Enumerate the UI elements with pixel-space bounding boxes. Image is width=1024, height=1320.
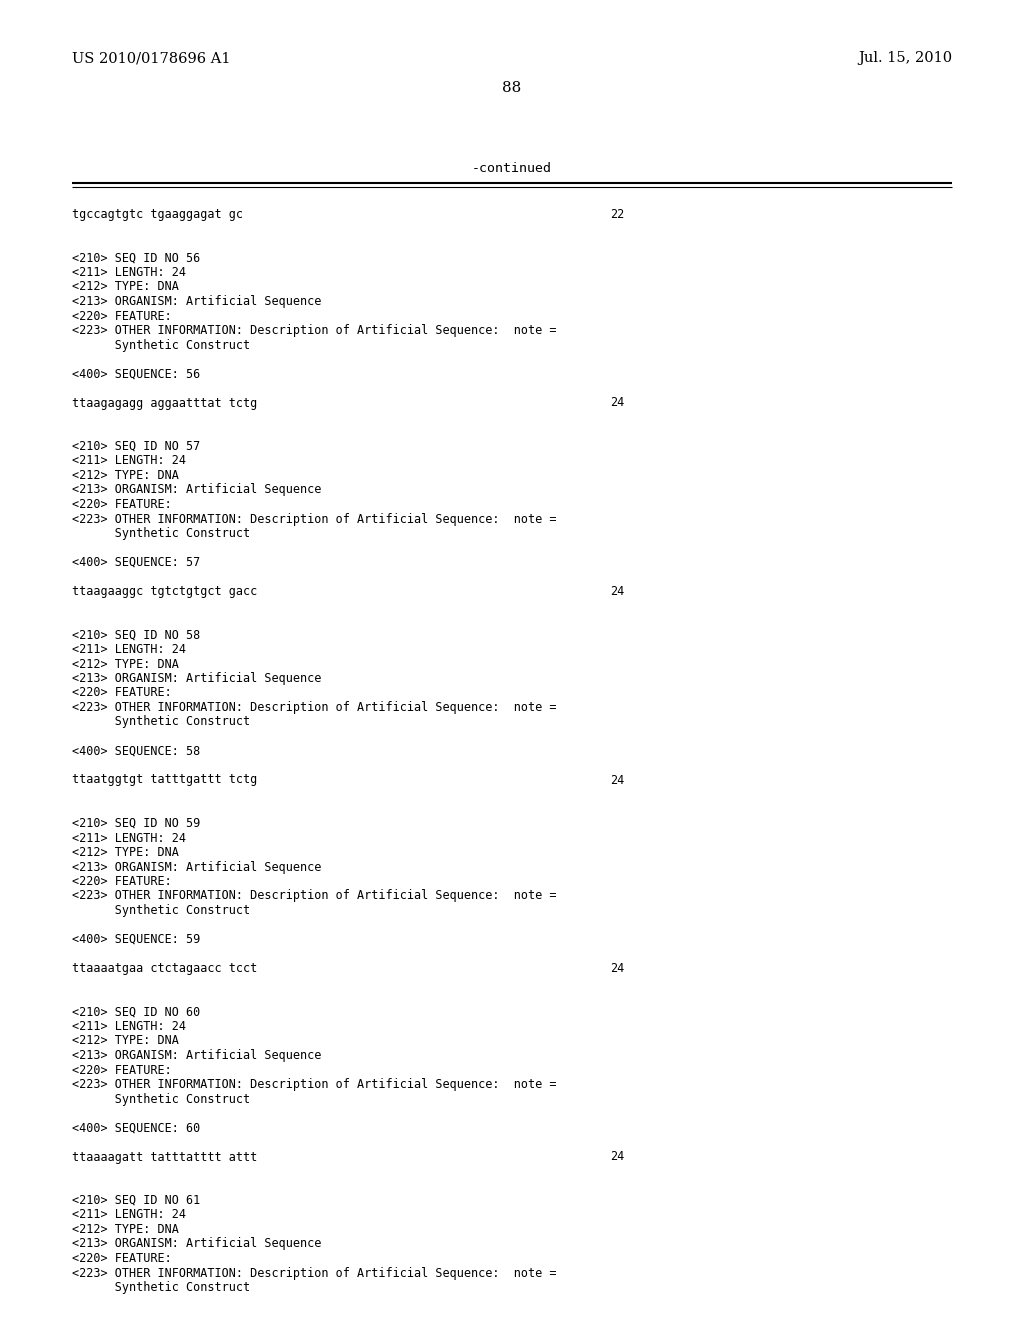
Text: 22: 22 xyxy=(610,209,625,220)
Text: <220> FEATURE:: <220> FEATURE: xyxy=(72,1251,172,1265)
Text: <223> OTHER INFORMATION: Description of Artificial Sequence:  note =: <223> OTHER INFORMATION: Description of … xyxy=(72,1078,556,1092)
Text: ttaagaaggc tgtctgtgct gacc: ttaagaaggc tgtctgtgct gacc xyxy=(72,585,257,598)
Text: <400> SEQUENCE: 56: <400> SEQUENCE: 56 xyxy=(72,367,201,380)
Text: <211> LENGTH: 24: <211> LENGTH: 24 xyxy=(72,1209,186,1221)
Text: Synthetic Construct: Synthetic Construct xyxy=(72,1093,250,1106)
Text: Synthetic Construct: Synthetic Construct xyxy=(72,904,250,917)
Text: -continued: -continued xyxy=(472,161,552,174)
Text: <210> SEQ ID NO 61: <210> SEQ ID NO 61 xyxy=(72,1195,201,1206)
Text: Jul. 15, 2010: Jul. 15, 2010 xyxy=(858,51,952,65)
Text: <213> ORGANISM: Artificial Sequence: <213> ORGANISM: Artificial Sequence xyxy=(72,294,322,308)
Text: <212> TYPE: DNA: <212> TYPE: DNA xyxy=(72,469,179,482)
Text: <400> SEQUENCE: 59: <400> SEQUENCE: 59 xyxy=(72,933,201,946)
Text: <223> OTHER INFORMATION: Description of Artificial Sequence:  note =: <223> OTHER INFORMATION: Description of … xyxy=(72,323,556,337)
Text: <223> OTHER INFORMATION: Description of Artificial Sequence:  note =: <223> OTHER INFORMATION: Description of … xyxy=(72,890,556,903)
Text: <213> ORGANISM: Artificial Sequence: <213> ORGANISM: Artificial Sequence xyxy=(72,861,322,874)
Text: <223> OTHER INFORMATION: Description of Artificial Sequence:  note =: <223> OTHER INFORMATION: Description of … xyxy=(72,1266,556,1279)
Text: <220> FEATURE:: <220> FEATURE: xyxy=(72,498,172,511)
Text: <212> TYPE: DNA: <212> TYPE: DNA xyxy=(72,1035,179,1048)
Text: <223> OTHER INFORMATION: Description of Artificial Sequence:  note =: <223> OTHER INFORMATION: Description of … xyxy=(72,701,556,714)
Text: ttaaaatgaa ctctagaacc tcct: ttaaaatgaa ctctagaacc tcct xyxy=(72,962,257,975)
Text: <212> TYPE: DNA: <212> TYPE: DNA xyxy=(72,281,179,293)
Text: Synthetic Construct: Synthetic Construct xyxy=(72,527,250,540)
Text: <212> TYPE: DNA: <212> TYPE: DNA xyxy=(72,1224,179,1236)
Text: <213> ORGANISM: Artificial Sequence: <213> ORGANISM: Artificial Sequence xyxy=(72,483,322,496)
Text: Synthetic Construct: Synthetic Construct xyxy=(72,338,250,351)
Text: 24: 24 xyxy=(610,585,625,598)
Text: 88: 88 xyxy=(503,81,521,95)
Text: <211> LENGTH: 24: <211> LENGTH: 24 xyxy=(72,454,186,467)
Text: 24: 24 xyxy=(610,396,625,409)
Text: <220> FEATURE:: <220> FEATURE: xyxy=(72,875,172,888)
Text: ttaaaagatt tatttatttt attt: ttaaaagatt tatttatttt attt xyxy=(72,1151,257,1163)
Text: <212> TYPE: DNA: <212> TYPE: DNA xyxy=(72,846,179,859)
Text: ttaatggtgt tatttgattt tctg: ttaatggtgt tatttgattt tctg xyxy=(72,774,257,787)
Text: <210> SEQ ID NO 60: <210> SEQ ID NO 60 xyxy=(72,1006,201,1019)
Text: ttaagagagg aggaatttat tctg: ttaagagagg aggaatttat tctg xyxy=(72,396,257,409)
Text: 24: 24 xyxy=(610,962,625,975)
Text: US 2010/0178696 A1: US 2010/0178696 A1 xyxy=(72,51,230,65)
Text: <213> ORGANISM: Artificial Sequence: <213> ORGANISM: Artificial Sequence xyxy=(72,1238,322,1250)
Text: <220> FEATURE:: <220> FEATURE: xyxy=(72,309,172,322)
Text: tgccagtgtc tgaaggagat gc: tgccagtgtc tgaaggagat gc xyxy=(72,209,243,220)
Text: <211> LENGTH: 24: <211> LENGTH: 24 xyxy=(72,1020,186,1034)
Text: <212> TYPE: DNA: <212> TYPE: DNA xyxy=(72,657,179,671)
Text: <213> ORGANISM: Artificial Sequence: <213> ORGANISM: Artificial Sequence xyxy=(72,672,322,685)
Text: <400> SEQUENCE: 60: <400> SEQUENCE: 60 xyxy=(72,1122,201,1134)
Text: <223> OTHER INFORMATION: Description of Artificial Sequence:  note =: <223> OTHER INFORMATION: Description of … xyxy=(72,512,556,525)
Text: <210> SEQ ID NO 58: <210> SEQ ID NO 58 xyxy=(72,628,201,642)
Text: <400> SEQUENCE: 58: <400> SEQUENCE: 58 xyxy=(72,744,201,758)
Text: <213> ORGANISM: Artificial Sequence: <213> ORGANISM: Artificial Sequence xyxy=(72,1049,322,1063)
Text: <210> SEQ ID NO 57: <210> SEQ ID NO 57 xyxy=(72,440,201,453)
Text: 24: 24 xyxy=(610,1151,625,1163)
Text: <220> FEATURE:: <220> FEATURE: xyxy=(72,686,172,700)
Text: <220> FEATURE:: <220> FEATURE: xyxy=(72,1064,172,1077)
Text: Synthetic Construct: Synthetic Construct xyxy=(72,715,250,729)
Text: <211> LENGTH: 24: <211> LENGTH: 24 xyxy=(72,643,186,656)
Text: <211> LENGTH: 24: <211> LENGTH: 24 xyxy=(72,267,186,279)
Text: <210> SEQ ID NO 59: <210> SEQ ID NO 59 xyxy=(72,817,201,830)
Text: <210> SEQ ID NO 56: <210> SEQ ID NO 56 xyxy=(72,252,201,264)
Text: 24: 24 xyxy=(610,774,625,787)
Text: <400> SEQUENCE: 57: <400> SEQUENCE: 57 xyxy=(72,556,201,569)
Text: Synthetic Construct: Synthetic Construct xyxy=(72,1280,250,1294)
Text: <211> LENGTH: 24: <211> LENGTH: 24 xyxy=(72,832,186,845)
